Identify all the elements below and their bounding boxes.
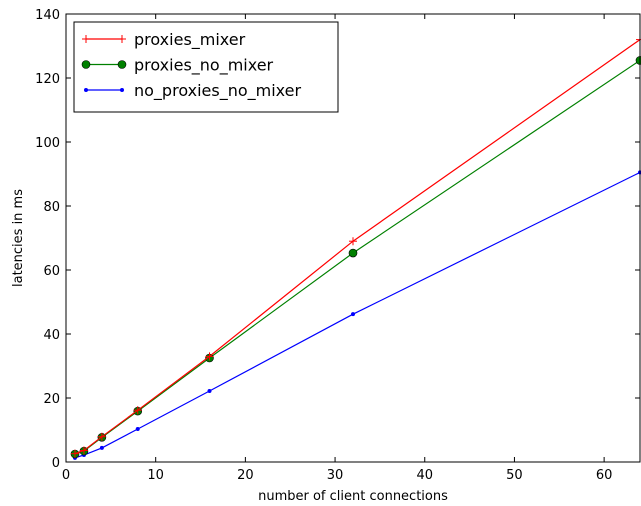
data-point-proxies_mixer xyxy=(205,352,214,361)
data-point-no_proxies_no_mixer xyxy=(99,445,104,450)
y-tick-label: 40 xyxy=(43,328,60,343)
y-tick-label: 0 xyxy=(52,456,60,471)
legend-entry-proxies_no_mixer: proxies_no_mixer xyxy=(81,56,274,76)
x-tick-label: 60 xyxy=(596,468,613,483)
x-tick-label: 50 xyxy=(506,468,523,483)
data-point-proxies_no_mixer xyxy=(348,248,358,258)
series-line-no_proxies_no_mixer xyxy=(74,171,641,459)
legend-entry-no_proxies_no_mixer: no_proxies_no_mixer xyxy=(84,81,301,101)
legend: proxies_mixer proxies_no_mixer no_proxies_… xyxy=(73,21,339,113)
x-tick-label: 20 xyxy=(237,468,254,483)
y-tick-label: 100 xyxy=(35,136,60,151)
data-point-proxies_mixer xyxy=(349,237,357,246)
plot-frame xyxy=(65,13,641,463)
y-tick-label: 140 xyxy=(35,8,60,23)
x-axis-label: number of client connections xyxy=(258,489,448,504)
x-tick-label: 40 xyxy=(416,468,433,483)
data-point-no_proxies_no_mixer xyxy=(135,427,140,432)
y-tick-label: 80 xyxy=(43,200,60,215)
data-point-proxies_mixer xyxy=(97,432,106,441)
y-tick-label: 20 xyxy=(43,392,60,407)
axis-ticks: 0 10 20 30 40 50 60 0 20 40 60 80 100 120 140 xyxy=(35,8,640,483)
y-axis-label: latencies in ms xyxy=(11,189,26,287)
data-point-no_proxies_no_mixer xyxy=(207,388,212,393)
x-tick-label: 0 xyxy=(62,468,70,483)
data-point-proxies_mixer xyxy=(133,406,142,415)
y-tick-label: 120 xyxy=(35,72,60,87)
legend-entry-proxies_mixer: proxies_mixer xyxy=(82,30,246,50)
series-line-proxies_no_mixer xyxy=(74,59,641,455)
legend-label: proxies_no_mixer xyxy=(134,56,274,76)
legend-label: no_proxies_no_mixer xyxy=(134,81,301,101)
data-point-proxies_mixer xyxy=(79,446,88,455)
data-point-no_proxies_no_mixer xyxy=(351,312,355,317)
legend-label: proxies_mixer xyxy=(134,30,246,50)
data-point-proxies_mixer xyxy=(70,449,79,458)
legend-box xyxy=(73,21,339,113)
y-tick-label: 60 xyxy=(43,264,60,279)
x-tick-label: 10 xyxy=(147,468,164,483)
x-tick-label: 30 xyxy=(327,468,344,483)
